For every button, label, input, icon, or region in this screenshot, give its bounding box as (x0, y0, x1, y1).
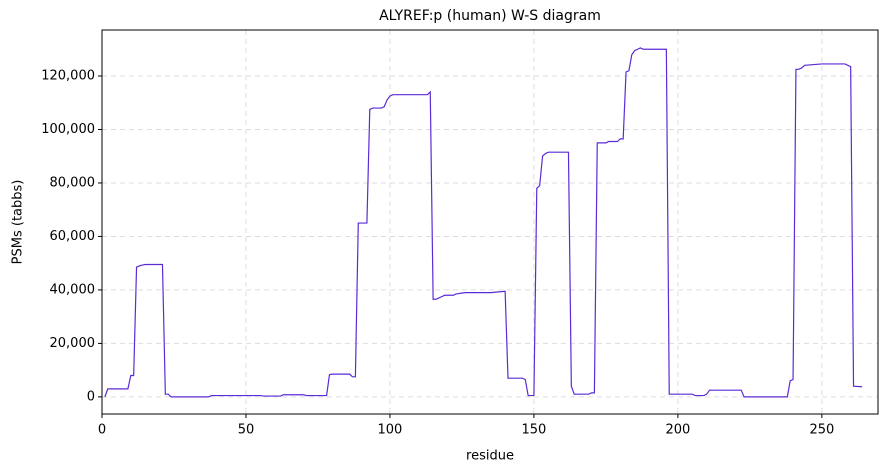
x-tick-label: 200 (665, 423, 690, 438)
y-tick-label: 120,000 (41, 68, 95, 83)
plot-frame (101, 29, 879, 415)
chart-title: ALYREF:p (human) W-S diagram (379, 8, 601, 24)
x-tick-label: 0 (98, 423, 106, 438)
y-tick-label: 0 (87, 389, 95, 404)
data-line (104, 47, 863, 398)
x-tick-label: 150 (521, 423, 546, 438)
y-tick-label: 40,000 (50, 282, 96, 297)
x-tick-label: 250 (809, 423, 834, 438)
y-axis-label: PSMs (tabbs) (11, 180, 26, 265)
x-tick-label: 100 (378, 423, 403, 438)
y-tick-label: 20,000 (50, 336, 96, 351)
x-tick-label: 50 (238, 423, 255, 438)
x-axis-label: residue (466, 449, 514, 464)
y-tick-label: 100,000 (41, 122, 95, 137)
y-tick-label: 80,000 (50, 175, 96, 190)
y-tick-label: 60,000 (50, 229, 96, 244)
